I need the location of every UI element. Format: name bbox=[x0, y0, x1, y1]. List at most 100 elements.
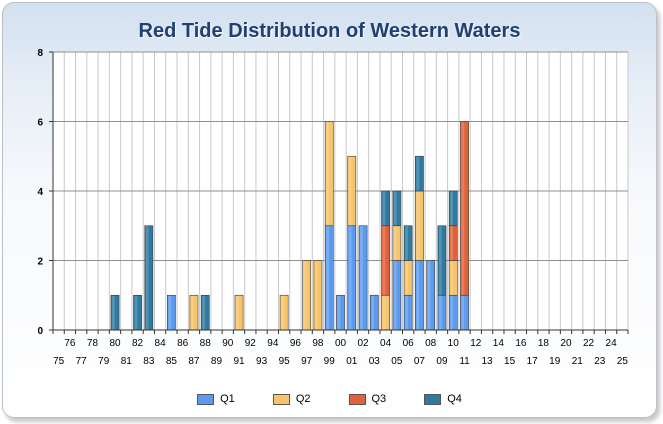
x-tick-label: 08 bbox=[425, 338, 437, 349]
legend-label: Q4 bbox=[447, 393, 462, 405]
y-tick-label: 4 bbox=[37, 187, 43, 198]
bar-highlight bbox=[393, 191, 397, 226]
bar-highlight bbox=[326, 122, 330, 226]
bar-segment-q2 bbox=[324, 121, 334, 227]
bar-highlight bbox=[416, 156, 420, 191]
legend-item-q3: Q3 bbox=[348, 393, 386, 405]
x-tick-label: 85 bbox=[166, 356, 178, 367]
bar-highlight bbox=[111, 295, 115, 330]
y-tick-labels: 0 2 4 6 8 bbox=[37, 48, 43, 337]
x-tick-label: 18 bbox=[538, 338, 550, 349]
legend-item-q2: Q2 bbox=[272, 393, 311, 405]
bar-highlight bbox=[438, 226, 442, 295]
x-tick-label: 92 bbox=[245, 338, 257, 349]
bar-highlight bbox=[405, 295, 408, 330]
y-tick-label: 2 bbox=[37, 257, 43, 268]
x-tick-label: 84 bbox=[155, 338, 167, 349]
x-tick-label: 05 bbox=[391, 356, 403, 367]
bar-highlight bbox=[326, 226, 330, 330]
x-tick-label: 16 bbox=[515, 338, 527, 349]
x-tick-label: 03 bbox=[369, 356, 381, 367]
x-tick-label: 23 bbox=[594, 356, 606, 367]
x-tick-label: 97 bbox=[301, 356, 313, 367]
bars-group bbox=[110, 121, 469, 331]
bar-highlight bbox=[450, 226, 454, 260]
chart-title: Red Tide Distribution of Western Waters bbox=[138, 20, 521, 42]
x-tick-label: 14 bbox=[493, 338, 505, 349]
x-tick-label: 10 bbox=[448, 338, 460, 349]
x-tick-label: 21 bbox=[572, 356, 584, 367]
y-tick-label: 8 bbox=[37, 48, 43, 59]
bar-highlight bbox=[134, 295, 138, 330]
x-tick-label: 17 bbox=[527, 356, 539, 367]
bar-highlight bbox=[450, 191, 454, 226]
bar-highlight bbox=[416, 261, 420, 330]
legend-swatch bbox=[272, 393, 290, 405]
bar-highlight bbox=[202, 295, 205, 330]
x-tick-label: 89 bbox=[211, 356, 223, 367]
bar-highlight bbox=[450, 295, 454, 330]
x-tick-label: 77 bbox=[76, 356, 88, 367]
bar-highlight bbox=[461, 122, 465, 295]
bar-segment-q4 bbox=[381, 190, 390, 227]
x-tick-label: 96 bbox=[290, 338, 302, 349]
bar-highlight bbox=[450, 261, 454, 295]
bar-highlight bbox=[359, 226, 363, 330]
bar-highlight bbox=[416, 191, 420, 260]
bar-highlight bbox=[337, 295, 341, 330]
x-tick-label: 93 bbox=[256, 356, 268, 367]
legend-item-q4: Q4 bbox=[424, 393, 462, 405]
bar-highlight bbox=[405, 261, 408, 295]
bar-highlight bbox=[382, 295, 386, 330]
x-tick-label: 12 bbox=[470, 338, 482, 349]
bar-highlight bbox=[438, 295, 442, 330]
x-tick-label: 81 bbox=[121, 356, 133, 367]
x-tick-label: 19 bbox=[549, 356, 561, 367]
x-tick-label: 95 bbox=[279, 356, 291, 367]
x-tick-label: 90 bbox=[222, 338, 234, 349]
bar-segment-q4 bbox=[392, 190, 402, 227]
x-tick-label: 22 bbox=[583, 338, 595, 349]
x-tick-label: 15 bbox=[504, 356, 516, 367]
bar-highlight bbox=[190, 295, 194, 330]
x-tick-label: 79 bbox=[98, 356, 110, 367]
bar-segment-q2 bbox=[347, 155, 357, 227]
x-tick-label: 86 bbox=[177, 338, 189, 349]
grid-lines bbox=[52, 51, 629, 331]
bar-highlight bbox=[145, 226, 149, 330]
x-tick-label: 11 bbox=[459, 356, 470, 367]
x-tick-label: 78 bbox=[87, 338, 99, 349]
x-tick-label: 06 bbox=[403, 338, 415, 349]
bar-highlight bbox=[168, 295, 172, 330]
x-tick-label: 87 bbox=[188, 356, 200, 367]
x-tick-labels: 7576777879808182838485868788899091929394… bbox=[53, 338, 628, 367]
y-tick-label: 6 bbox=[37, 118, 43, 129]
y-tick-label: 0 bbox=[37, 326, 43, 337]
legend-item-q1: Q1 bbox=[197, 393, 235, 405]
bar-highlight bbox=[281, 295, 284, 330]
bar-segment-q4 bbox=[403, 225, 413, 261]
x-tick-label: 04 bbox=[380, 338, 392, 349]
x-tick-label: 07 bbox=[414, 356, 426, 367]
x-tick-label: 83 bbox=[143, 356, 155, 367]
bar-highlight bbox=[393, 226, 397, 260]
bar-highlight bbox=[461, 295, 465, 330]
x-tick-label: 82 bbox=[132, 338, 144, 349]
x-tick-label: 75 bbox=[53, 356, 65, 367]
legend-swatch bbox=[424, 393, 442, 405]
x-tick-label: 25 bbox=[617, 356, 629, 367]
bar-highlight bbox=[382, 191, 386, 226]
bar-segment-q3 bbox=[460, 121, 469, 296]
bar-segment-q4 bbox=[415, 155, 424, 192]
x-tick-label: 00 bbox=[335, 338, 347, 349]
bar-highlight bbox=[393, 261, 397, 330]
bar-highlight bbox=[382, 226, 386, 295]
bar-highlight bbox=[235, 295, 239, 330]
x-tick-label: 20 bbox=[560, 338, 572, 349]
x-tick-label: 76 bbox=[64, 338, 76, 349]
x-tick-label: 88 bbox=[200, 338, 212, 349]
x-tick-label: 01 bbox=[346, 356, 358, 367]
x-tick-label: 02 bbox=[357, 338, 369, 349]
x-tick-label: 98 bbox=[312, 338, 324, 349]
